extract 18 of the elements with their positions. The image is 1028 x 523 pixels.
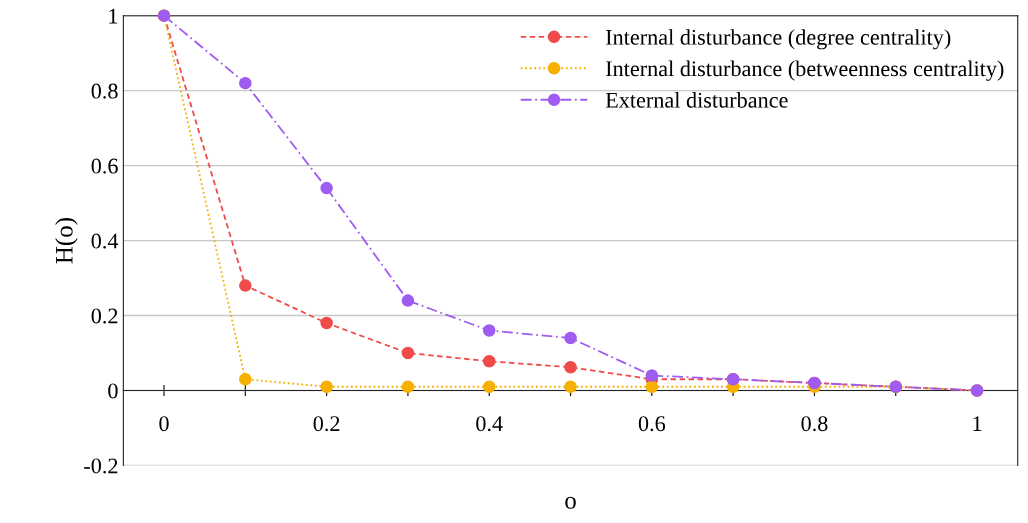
y-tick-label: 1: [109, 8, 118, 24]
legend-label: Internal disturbance (degree centrality): [605, 29, 951, 50]
y-tick-label: 0.4: [91, 233, 119, 249]
x-tick-label: 0.6: [638, 416, 666, 432]
y-tick-label: 0: [108, 383, 118, 399]
y-tick-label: -0.2: [84, 458, 118, 474]
legend-label: Internal disturbance (betweenness centrality): [605, 60, 1004, 81]
y-tick-label: 0.2: [91, 308, 118, 324]
x-axis-title: o: [565, 496, 576, 509]
y-tick-label: 0.8: [91, 83, 118, 99]
legend-label: External disturbance: [605, 92, 788, 108]
y-tick-label: 0.6: [91, 158, 118, 174]
x-tick-label: 0.4: [476, 416, 503, 432]
x-tick-label: 0: [159, 416, 169, 432]
x-tick-label: 1: [973, 416, 982, 431]
y-axis-title: H(o): [55, 218, 78, 264]
x-tick-label: 0.8: [801, 416, 828, 432]
x-tick-label: 0.2: [313, 416, 340, 432]
